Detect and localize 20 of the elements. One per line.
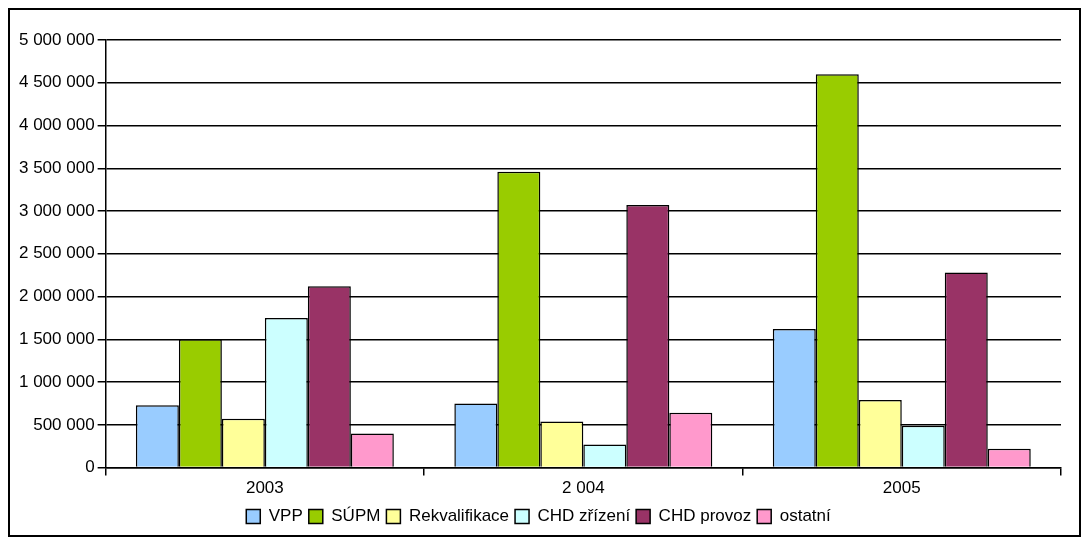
legend-label: Rekvalifikace: [408, 506, 510, 526]
legend-label: CHD zřízení: [537, 506, 631, 526]
x-tick-label: 2003: [245, 478, 284, 498]
y-tick-label: 1 000 000: [18, 371, 95, 391]
x-tick-label: 2005: [882, 478, 921, 498]
y-tick-label: 2 500 000: [18, 243, 95, 263]
y-tick-label: 1 500 000: [18, 329, 95, 349]
legend-label: CHD provoz: [658, 506, 752, 526]
y-tick-label: 500 000: [33, 414, 95, 434]
legend-label: VPP: [268, 506, 303, 526]
legend-label: SÚPM: [331, 506, 381, 526]
y-tick-label: 3 000 000: [18, 200, 95, 220]
y-tick-label: 4 000 000: [18, 115, 95, 135]
y-tick-label: 0: [85, 457, 95, 477]
legend-label: ostatní: [779, 506, 832, 526]
y-tick-label: 2 000 000: [18, 286, 95, 306]
y-tick-label: 5 000 000: [18, 29, 95, 49]
y-tick-label: 4 500 000: [18, 72, 95, 92]
x-tick-label: 2 004: [562, 478, 605, 498]
y-tick-label: 3 500 000: [18, 157, 95, 177]
